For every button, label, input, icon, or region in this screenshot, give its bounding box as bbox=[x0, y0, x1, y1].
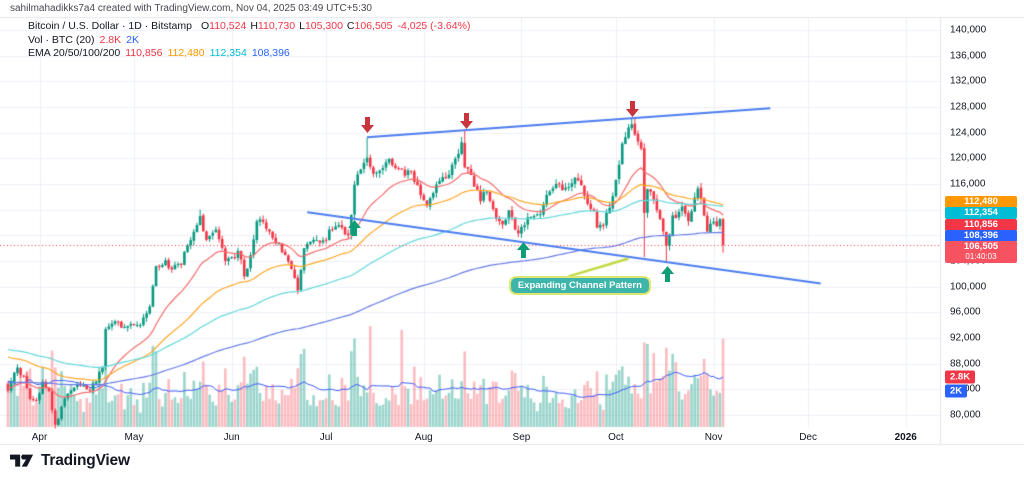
price-tick-label: 132,000 bbox=[950, 75, 987, 87]
arrow-up-icon[interactable] bbox=[661, 266, 675, 283]
volume-badge: 2K bbox=[945, 384, 968, 398]
ema-legend-row[interactable]: EMA 20/50/100/200 110,856 112,480 112,35… bbox=[28, 47, 470, 61]
price-tick-label: 88,000 bbox=[950, 358, 981, 370]
tradingview-logo-icon bbox=[10, 454, 34, 467]
ohlc-values: O110,524 H110,730 L105,300 C106,505 bbox=[200, 20, 393, 32]
ema-price-badge: 110,856 bbox=[945, 218, 1017, 231]
pattern-label[interactable]: Expanding Channel Pattern bbox=[508, 276, 651, 296]
price-tick-label: 116,000 bbox=[950, 178, 986, 190]
price-tick-label: 140,000 bbox=[950, 24, 987, 36]
arrow-up-icon[interactable] bbox=[516, 241, 530, 258]
price-tick-label: 128,000 bbox=[950, 101, 987, 113]
time-axis-label: Jul bbox=[319, 432, 333, 443]
ema200-value: 108,396 bbox=[251, 47, 290, 59]
time-axis-label: Jun bbox=[223, 432, 240, 443]
time-axis-label: Aug bbox=[414, 432, 433, 443]
ema50-value: 112,480 bbox=[167, 47, 205, 59]
arrow-down-icon[interactable] bbox=[626, 101, 640, 118]
price-tick-label: 80,000 bbox=[950, 409, 981, 421]
time-axis-label: Apr bbox=[31, 432, 48, 443]
price-tick-label: 136,000 bbox=[950, 50, 987, 62]
last-price-badge: 106,505 01:40:03 bbox=[945, 241, 1017, 264]
price-axis[interactable]: 140,000 136,000 132,000 128,000 124,000 120,0… bbox=[941, 17, 1024, 444]
price-tick-label: 100,000 bbox=[950, 281, 987, 293]
arrow-up-icon[interactable] bbox=[348, 219, 361, 236]
change-value: -4,025 (-3.64%) bbox=[397, 20, 471, 32]
volume-ma-value: 2K bbox=[126, 33, 139, 46]
symbol-legend-row[interactable]: Bitcoin / U.S. Dollar · 1D · Bitstamp O1… bbox=[28, 20, 470, 34]
ema-price-badge: 112,354 bbox=[945, 207, 1017, 220]
ema-price-badge: 108,396 bbox=[945, 230, 1017, 243]
time-axis-label: Dec bbox=[799, 432, 817, 443]
time-axis-label: May bbox=[124, 432, 144, 443]
price-tick-label: 92,000 bbox=[950, 332, 981, 344]
arrow-down-icon[interactable] bbox=[360, 117, 374, 134]
time-axis-label: 2026 bbox=[894, 432, 917, 443]
time-axis-label: Nov bbox=[704, 432, 723, 443]
volume-value: 2.8K bbox=[99, 33, 122, 46]
time-axis-label: Oct bbox=[608, 432, 624, 443]
ema-label: EMA 20/50/100/200 bbox=[28, 47, 121, 59]
attribution-text: sahilmahadikks7a4 created with TradingVi… bbox=[10, 3, 372, 14]
price-tick-label: 124,000 bbox=[950, 127, 987, 139]
volume-legend-row[interactable]: Vol · BTC (20) 2.8K 2K bbox=[28, 34, 470, 48]
price-tick-label: 96,000 bbox=[950, 306, 981, 318]
price-tick-label: 120,000 bbox=[950, 152, 987, 164]
volume-label: Vol · BTC (20) bbox=[28, 33, 95, 46]
tradingview-logo-text: TradingView bbox=[41, 452, 130, 469]
tradingview-logo[interactable]: TradingView bbox=[10, 452, 130, 470]
volume-badge: 2.8K bbox=[945, 370, 976, 384]
symbol-title: Bitcoin / U.S. Dollar · 1D · Bitstamp bbox=[28, 20, 192, 32]
ema20-value: 110,856 bbox=[125, 47, 163, 59]
time-axis-label: Sep bbox=[512, 432, 531, 443]
arrow-down-icon[interactable] bbox=[459, 112, 473, 129]
ema100-value: 112,354 bbox=[209, 47, 247, 59]
ema-price-badge: 112,480 bbox=[945, 195, 1017, 208]
chart-legend: Bitcoin / U.S. Dollar · 1D · Bitstamp O1… bbox=[28, 20, 470, 61]
time-axis[interactable]: Apr May Jun Jul Aug Sep Oct Nov Dec 2026 bbox=[0, 431, 940, 444]
